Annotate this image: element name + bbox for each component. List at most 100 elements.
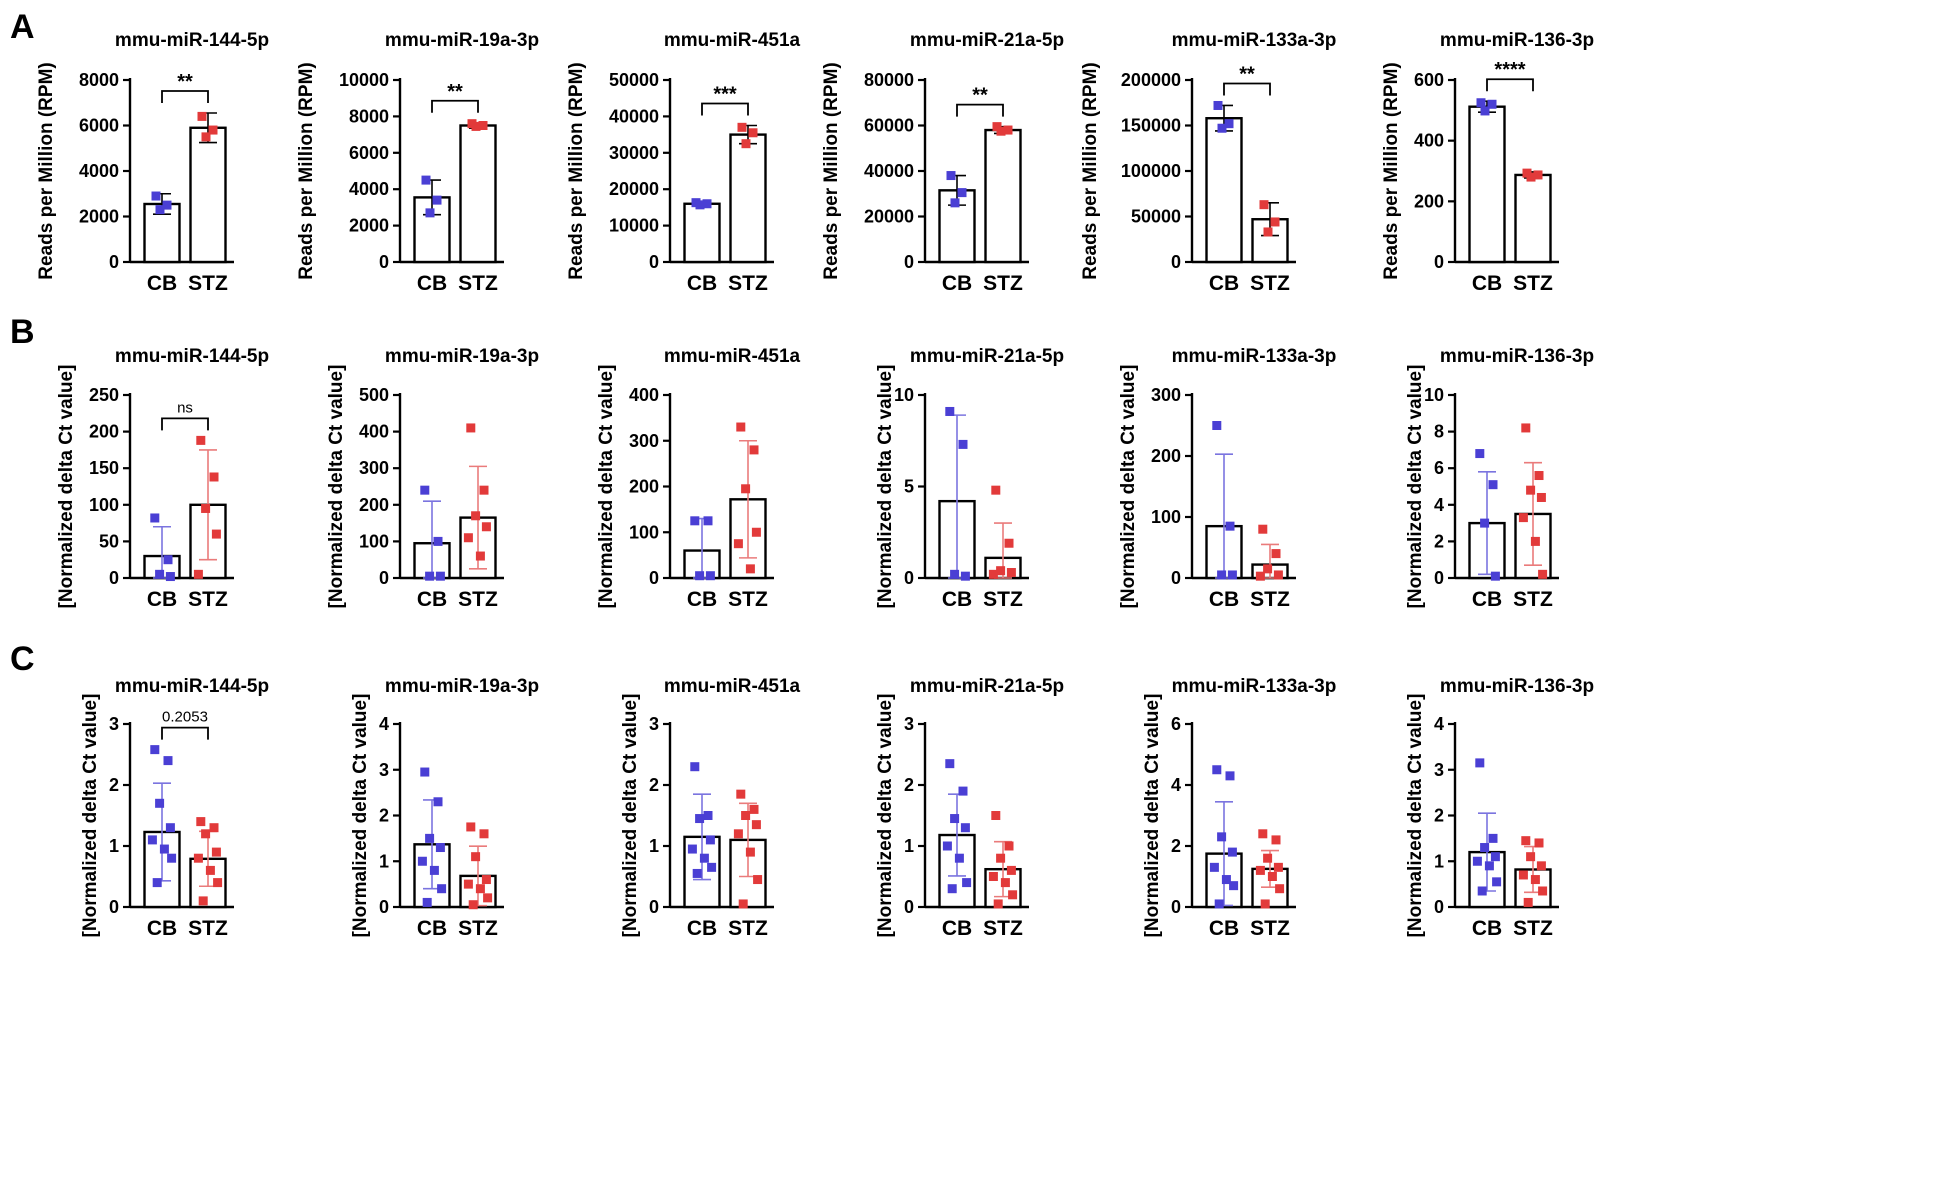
chart-b-6: mmu-miR-136-3p [Normalized delta Ct value…	[1405, 346, 1594, 611]
x-category-label: CB	[1472, 588, 1502, 611]
data-point-stz	[1003, 125, 1013, 135]
y-tick-label: 4000	[79, 161, 119, 181]
y-tick-label: 0	[1434, 568, 1444, 588]
x-category-label: STZ	[188, 588, 228, 611]
data-point-stz	[197, 111, 207, 121]
data-point-stz	[748, 128, 758, 138]
data-point-stz	[1258, 829, 1268, 839]
data-point-stz	[991, 485, 1001, 495]
y-tick-label: 0	[649, 252, 659, 272]
data-point-cb	[1480, 518, 1490, 528]
error-bar-stz	[1524, 461, 1542, 566]
chart-title: mmu-miR-21a-5p	[910, 346, 1064, 367]
significance-bracket: **	[431, 81, 479, 113]
data-point-stz	[466, 423, 476, 433]
chart-c-4: mmu-miR-21a-5p [Normalized delta Ct value…	[875, 676, 1064, 940]
data-point-stz	[1258, 524, 1268, 534]
data-point-stz	[741, 139, 751, 149]
data-point-stz	[201, 132, 211, 142]
data-point-cb	[1227, 570, 1237, 580]
x-category-label: CB	[687, 917, 717, 940]
data-point-cb	[695, 200, 705, 210]
x-category-label: CB	[147, 588, 177, 611]
data-point-stz	[1263, 564, 1273, 574]
data-point-stz	[471, 852, 481, 862]
bar-cb	[683, 202, 721, 264]
chart-a-5: mmu-miR-133a-3p Reads per Million (RPM) 0 5…	[1080, 30, 1336, 295]
y-tick-label: 1	[379, 851, 389, 871]
data-point-cb	[437, 884, 447, 894]
data-point-cb	[433, 797, 443, 807]
significance-label: **	[1239, 63, 1255, 85]
data-point-stz	[1006, 568, 1016, 578]
bar-cb	[1468, 105, 1506, 264]
y-tick-label: 2	[379, 806, 389, 826]
error-bar-cb	[693, 793, 711, 881]
x-category-label: CB	[1472, 917, 1502, 940]
data-point-stz	[1263, 853, 1273, 863]
data-point-stz	[1533, 170, 1543, 180]
data-point-cb	[945, 759, 955, 769]
data-point-stz	[1255, 865, 1265, 875]
x-category-label: STZ	[983, 588, 1023, 611]
data-point-cb	[695, 571, 705, 581]
bracket-line	[161, 90, 209, 103]
bracket-line	[161, 417, 209, 431]
data-point-cb	[703, 516, 713, 526]
y-tick-label: 2	[1171, 836, 1181, 856]
data-point-cb	[1212, 765, 1222, 775]
data-point-stz	[1536, 492, 1546, 502]
data-point-cb	[163, 756, 173, 766]
chart-c-6: mmu-miR-136-3p [Normalized delta Ct value…	[1405, 676, 1594, 940]
data-point-stz	[988, 872, 998, 881]
data-point-cb	[958, 786, 968, 796]
y-tick-label: 4	[379, 714, 389, 734]
data-point-cb	[435, 843, 445, 853]
chart-a-2: mmu-miR-19a-3p Reads per Million (RPM) 0 20…	[296, 30, 539, 295]
y-tick-label: 4000	[349, 179, 389, 199]
y-tick-label: 10000	[609, 216, 659, 236]
bracket-line	[1486, 78, 1534, 92]
y-tick-label: 0	[1171, 252, 1181, 272]
bracket-line	[956, 103, 1004, 117]
data-point-stz	[1526, 852, 1536, 862]
y-tick-label: 400	[1414, 131, 1444, 151]
y-axis-label: Reads per Million (RPM)	[36, 62, 57, 279]
significance-bracket: 0.2053	[161, 709, 209, 740]
data-point-stz	[733, 829, 743, 839]
significance-label: 0.2053	[162, 709, 208, 726]
data-point-cb	[702, 199, 712, 209]
y-tick-label: 2	[1434, 806, 1444, 826]
data-point-cb	[690, 762, 700, 772]
data-point-stz	[1273, 862, 1283, 872]
data-point-stz	[749, 804, 759, 814]
y-tick-label: 10	[894, 385, 914, 405]
y-tick-label: 0	[1434, 252, 1444, 272]
data-point-stz	[1518, 870, 1528, 880]
chart-title: mmu-miR-133a-3p	[1172, 30, 1337, 51]
significance-bracket: **	[956, 85, 1004, 117]
data-point-stz	[1263, 227, 1273, 237]
data-point-stz	[1260, 899, 1270, 909]
y-tick-label: 100	[629, 522, 659, 542]
significance-label: ****	[1494, 59, 1525, 81]
data-point-stz	[1534, 471, 1544, 481]
y-tick-label: 40000	[864, 161, 914, 181]
data-point-stz	[991, 811, 1001, 820]
data-point-stz	[993, 899, 1003, 909]
data-point-stz	[1523, 897, 1533, 907]
data-point-cb	[1476, 98, 1486, 108]
significance-bracket: **	[161, 71, 209, 103]
data-point-cb	[1480, 843, 1490, 853]
data-point-cb	[705, 835, 715, 845]
y-tick-label: 0	[904, 568, 914, 588]
x-category-label: CB	[1209, 917, 1239, 940]
y-tick-label: 8000	[349, 106, 389, 126]
data-point-stz	[1530, 875, 1540, 885]
y-axis-label: [Normalized delta Ct value]	[1118, 365, 1139, 609]
chart-title: mmu-miR-144-5p	[115, 346, 269, 367]
y-tick-label: 1	[904, 836, 914, 856]
data-point-cb	[432, 195, 442, 205]
data-point-stz	[1518, 513, 1528, 523]
y-tick-label: 0	[379, 897, 389, 917]
